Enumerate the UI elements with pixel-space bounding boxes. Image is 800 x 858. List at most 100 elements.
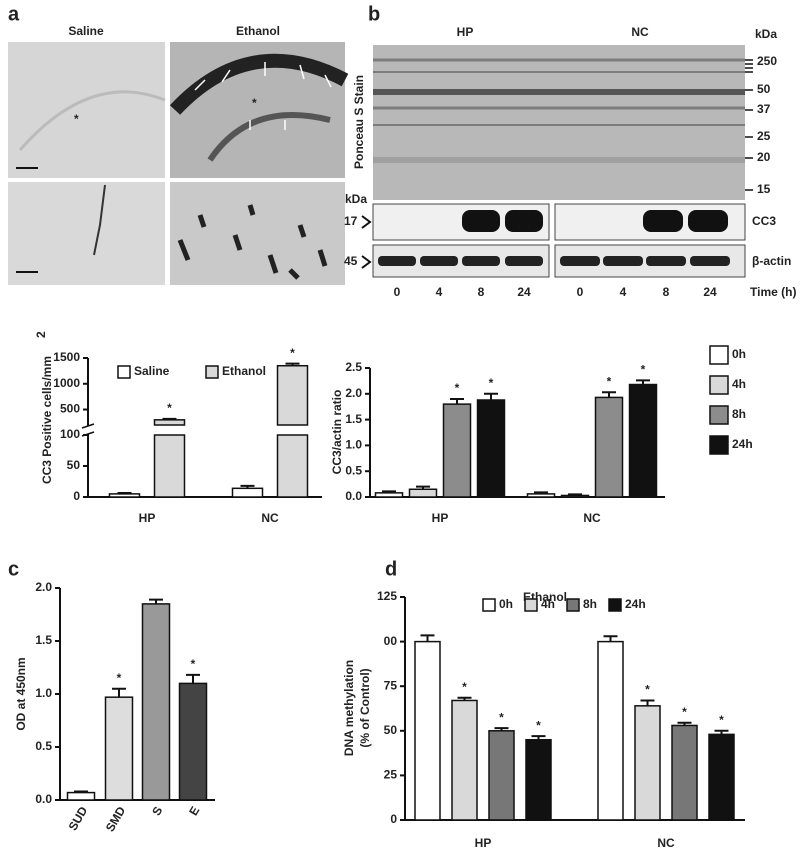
kda-value: 45 (344, 254, 358, 268)
image-ethanol-high (170, 182, 345, 285)
error-bar (117, 491, 132, 494)
significance-star: * (499, 710, 504, 724)
bar (108, 493, 141, 498)
x-tick-label: NC (583, 511, 601, 525)
image-saline-high (8, 182, 165, 285)
y-tick-label: 0.0 (35, 792, 52, 806)
legend-swatch (117, 365, 131, 379)
x-tick-label: E (186, 804, 202, 818)
error-bar (149, 598, 163, 604)
x-tick-label: NC (261, 511, 279, 525)
y-axis-label: CC3/actin ratio (330, 390, 344, 475)
significance-star: * (682, 705, 687, 719)
bar (104, 696, 134, 801)
marker-label: 25 (757, 129, 771, 143)
group-label: NC (631, 25, 649, 39)
y-tick-label: 1.5 (35, 633, 52, 647)
protein-label: β-actin (752, 254, 791, 268)
bar-upper (153, 419, 186, 426)
significance-star: * (290, 346, 295, 360)
y-tick-label: 75 (384, 678, 398, 692)
bar (408, 488, 438, 498)
y-axis-label: CC3 Positive cells/mm (40, 356, 54, 484)
error-bar (457, 696, 472, 701)
star: * (252, 96, 257, 110)
y-tick-label: 50 (384, 723, 398, 737)
protein-label: CC3 (752, 214, 776, 228)
axis-break (82, 426, 324, 434)
bar (476, 399, 506, 498)
bar (671, 724, 698, 821)
error-bar (382, 490, 396, 493)
y-tick-label: 0.0 (345, 489, 362, 503)
y-tick-label: 1.0 (345, 438, 362, 452)
error-bar (531, 735, 546, 740)
y-axis-label: DNA methylation (342, 660, 356, 756)
bar (451, 699, 478, 821)
marker-label: 20 (757, 150, 771, 164)
panel-label: d (385, 558, 397, 580)
y-tick-label: 100 (60, 427, 80, 441)
x-tick-label: S (149, 804, 165, 818)
y-axis-label-sup: 2 (34, 331, 48, 338)
time-axis-label: Time (h) (750, 285, 796, 299)
x-tick-label: HP (475, 836, 492, 850)
y-tick-label: 2.0 (35, 580, 52, 594)
y-tick-label: 2.5 (345, 360, 362, 374)
legend-label: 24h (732, 437, 753, 451)
error-bar (602, 391, 616, 398)
error-bar (640, 699, 655, 706)
error-bar (534, 491, 548, 494)
bar (231, 487, 264, 498)
bar (526, 493, 556, 498)
legend-swatch (709, 375, 729, 395)
significance-star: * (607, 374, 612, 388)
ponceau-stain (373, 45, 745, 200)
x-tick-label: SUD (66, 804, 91, 833)
kda-value: 17 (344, 214, 358, 228)
time-label: 4 (436, 285, 443, 299)
bar (560, 494, 590, 498)
legend-swatch (482, 598, 496, 612)
time-label: 8 (663, 285, 670, 299)
time-label: 8 (478, 285, 485, 299)
bar (488, 730, 515, 821)
significance-star: * (489, 376, 494, 390)
legend-swatch (566, 598, 580, 612)
x-tick-label: HP (432, 511, 449, 525)
time-label: 24 (517, 285, 531, 299)
time-label: 4 (620, 285, 627, 299)
error-bar (714, 729, 729, 735)
legend-label: 0h (499, 597, 513, 611)
error-bar (450, 397, 464, 405)
legend-label: Ethanol (222, 364, 266, 378)
legend-swatch (608, 598, 622, 612)
micrographs (8, 42, 349, 285)
y-tick-label: 00 (384, 634, 398, 648)
bar (66, 791, 96, 801)
legend-label: 8h (732, 407, 746, 421)
image-saline-low (8, 42, 165, 178)
blots (372, 45, 753, 278)
group-label: HP (457, 25, 474, 39)
legend-swatch (709, 345, 729, 365)
error-bar (74, 790, 88, 793)
error-bar (186, 673, 200, 684)
bar (374, 492, 404, 498)
error-bar (416, 485, 430, 490)
legend-swatch (709, 405, 729, 425)
legend-swatch (709, 435, 729, 455)
significance-star: * (462, 680, 467, 694)
y-tick-label: 1.0 (35, 686, 52, 700)
y-tick-label: 1.5 (345, 412, 362, 426)
error-bar (636, 379, 650, 385)
marker-label: 250 (757, 54, 777, 68)
x-tick-label: HP (139, 511, 156, 525)
stain-label: Ponceau S Stain (352, 75, 366, 169)
error-bar (240, 484, 255, 489)
bar (141, 603, 171, 801)
error-bar (162, 417, 177, 420)
marker-label: 50 (757, 82, 771, 96)
error-bar (285, 362, 300, 366)
